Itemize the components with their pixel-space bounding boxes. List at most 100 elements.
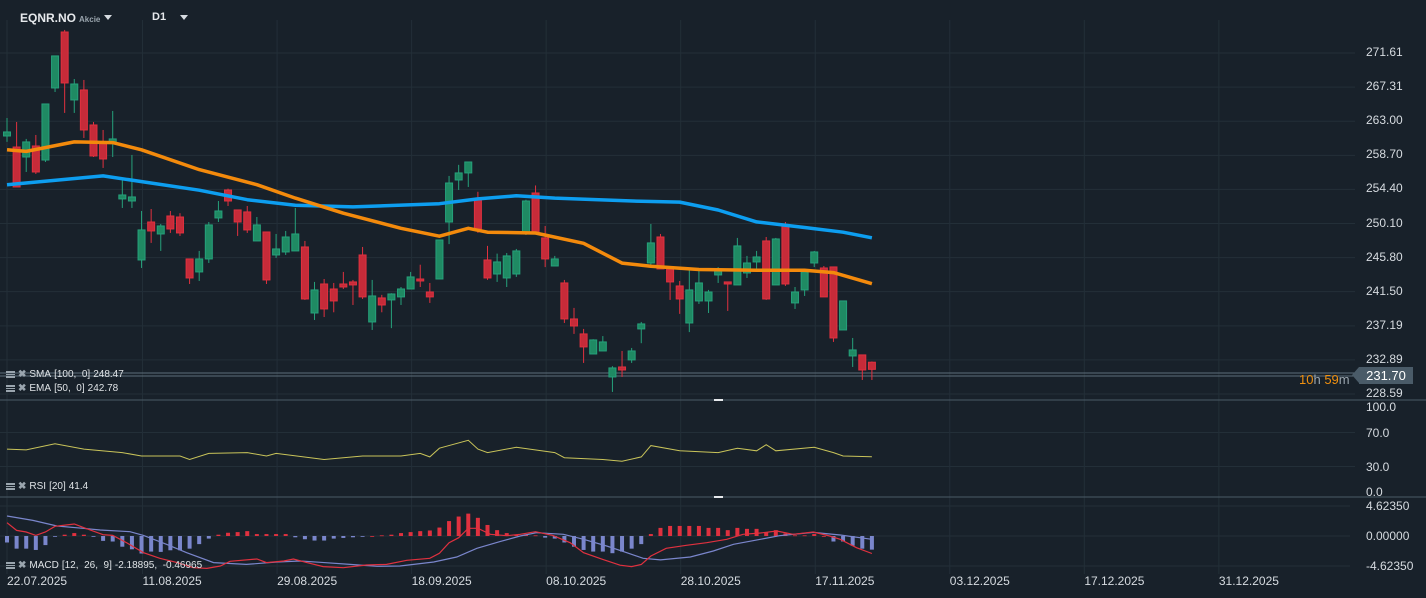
candle: [762, 236, 771, 300]
date-tick-label: 08.10.2025: [546, 574, 607, 588]
macd-histogram-bar: [841, 536, 846, 542]
candle-body: [800, 271, 809, 291]
macd-histogram-bar: [610, 536, 615, 554]
candle-body: [320, 283, 329, 310]
candle: [12, 121, 21, 188]
macd-histogram-bar: [533, 535, 538, 537]
macd-histogram-bar: [620, 536, 625, 552]
symbol-selector[interactable]: EQNR.NO Akcie: [20, 11, 100, 25]
settings-menu-icon[interactable]: [6, 483, 15, 490]
macd-value: -2.18895, -0.46965: [114, 560, 203, 571]
settings-menu-icon[interactable]: [6, 385, 15, 392]
macd-histogram-bar: [187, 536, 192, 549]
candle-body: [358, 254, 367, 298]
candle: [483, 245, 492, 280]
candle-body: [310, 289, 319, 314]
candle-body: [589, 339, 598, 355]
candle: [839, 300, 848, 331]
rsi-resize-handle[interactable]: [714, 399, 723, 401]
candle-body: [493, 261, 502, 275]
close-icon[interactable]: ✖: [18, 481, 27, 492]
macd-histogram-bar: [552, 536, 557, 539]
macd-tick-label: -4.62350: [1366, 559, 1414, 573]
close-icon[interactable]: ✖: [18, 560, 27, 571]
macd-histogram-bar: [274, 534, 279, 536]
macd-histogram-bar: [120, 536, 125, 547]
close-icon[interactable]: ✖: [18, 369, 27, 380]
macd-histogram-bar: [504, 533, 509, 536]
ema-params: [50, 0]: [54, 383, 85, 394]
candle: [829, 266, 838, 342]
macd-histogram-bar: [81, 534, 86, 536]
macd-histogram-bar: [831, 536, 836, 542]
rsi-tick-label: 30.0: [1366, 459, 1390, 474]
candle-body: [51, 55, 60, 89]
macd-histogram-bar: [110, 536, 115, 542]
macd-histogram-bar: [254, 534, 259, 536]
candle: [752, 250, 761, 271]
candle-body: [12, 146, 21, 188]
macd-histogram-bar: [706, 527, 711, 536]
settings-menu-icon[interactable]: [6, 371, 15, 378]
candle-body: [848, 349, 857, 357]
candle: [377, 294, 386, 313]
candle: [521, 199, 530, 235]
candle: [781, 221, 790, 286]
candle: [147, 208, 156, 243]
rsi-params: [20]: [49, 481, 66, 492]
candle: [358, 246, 367, 299]
candle: [723, 281, 732, 311]
candle: [502, 252, 511, 287]
macd-series: [5, 513, 874, 570]
symbol-dropdown-icon[interactable]: [104, 15, 112, 20]
timeframe-selector[interactable]: D1: [152, 11, 167, 23]
rsi-name: RSI: [29, 481, 47, 492]
candle: [339, 271, 348, 289]
candle-body: [569, 318, 578, 327]
macd-histogram-bar: [139, 536, 144, 554]
candle: [771, 237, 780, 286]
candle-body: [839, 300, 848, 331]
candle-body: [464, 161, 473, 174]
countdown-minutes-unit: m: [1338, 372, 1350, 387]
candle-body: [272, 248, 281, 256]
candle-body: [752, 256, 761, 263]
candle-body: [666, 268, 675, 283]
macd-histogram-bar: [168, 536, 173, 551]
ema-legend: ✖ EMA [50, 0] 242.78: [6, 383, 118, 394]
macd-histogram-bar: [725, 530, 730, 536]
candle: [70, 78, 79, 113]
candle-body: [79, 89, 88, 131]
candle: [666, 268, 675, 300]
candle-body: [637, 323, 646, 330]
macd-histogram-bar: [600, 536, 605, 552]
macd-histogram-bar: [370, 536, 375, 537]
macd-histogram-bar: [562, 536, 567, 543]
macd-histogram-bar: [264, 534, 269, 536]
close-icon[interactable]: ✖: [18, 383, 27, 394]
candle-body: [329, 288, 338, 302]
candle: [368, 279, 377, 330]
macd-histogram-bar: [437, 527, 442, 536]
candle: [493, 253, 502, 282]
candle: [291, 207, 300, 252]
candle: [166, 210, 175, 233]
macd-tick-label: 0.00000: [1366, 529, 1410, 543]
macd-histogram-bar: [235, 532, 240, 536]
candle: [579, 328, 588, 363]
candle: [416, 264, 425, 287]
timeframe-dropdown-icon[interactable]: [180, 15, 188, 20]
settings-menu-icon[interactable]: [6, 562, 15, 569]
candle-body: [704, 291, 713, 302]
candle: [791, 286, 800, 309]
candle: [51, 55, 60, 92]
candle-body: [685, 289, 694, 324]
candle: [858, 354, 867, 380]
candle: [848, 337, 857, 367]
candle-body: [406, 276, 415, 290]
candle-body: [714, 270, 723, 276]
candle-body: [387, 293, 396, 301]
macd-resize-handle[interactable]: [714, 496, 723, 498]
macd-histogram-bar: [744, 528, 749, 536]
